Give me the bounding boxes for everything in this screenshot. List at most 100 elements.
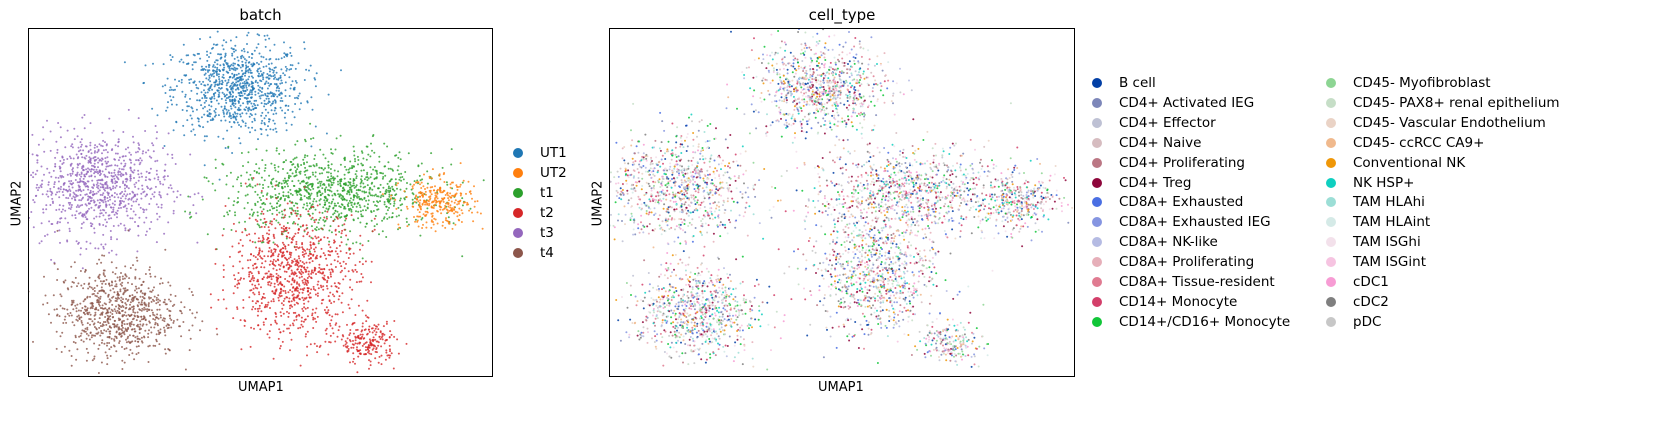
scatter-point bbox=[108, 325, 111, 328]
scatter-point bbox=[66, 129, 69, 132]
scatter-point bbox=[119, 200, 122, 202]
scatter-point bbox=[238, 97, 241, 100]
scatter-point bbox=[123, 291, 126, 294]
scatter-point bbox=[134, 276, 137, 279]
scatter-point bbox=[354, 160, 357, 163]
scatter-point bbox=[353, 150, 356, 153]
scatter-point bbox=[273, 43, 276, 46]
scatter-point bbox=[400, 179, 403, 182]
scatter-point bbox=[270, 196, 272, 199]
scatter-point bbox=[305, 333, 307, 336]
scatter-point bbox=[121, 281, 124, 284]
scatter-point bbox=[255, 148, 258, 151]
scatter-point bbox=[302, 248, 305, 251]
scatter-point bbox=[451, 227, 454, 230]
scatter-point bbox=[352, 219, 355, 222]
scatter-point bbox=[113, 213, 116, 216]
scatter-point bbox=[234, 214, 237, 217]
scatter-point bbox=[80, 227, 83, 229]
scatter-point bbox=[349, 178, 352, 180]
scatter-point bbox=[93, 326, 96, 328]
scatter-point bbox=[169, 284, 172, 287]
scatter-point bbox=[318, 218, 321, 221]
scatter-point bbox=[260, 128, 263, 131]
scatter-point bbox=[304, 279, 307, 282]
scatter-point bbox=[112, 206, 115, 209]
scatter-point bbox=[164, 163, 167, 166]
scatter-point bbox=[346, 192, 348, 195]
scatter-point bbox=[288, 215, 291, 218]
scatter-point bbox=[314, 171, 317, 174]
scatter-point bbox=[108, 348, 111, 351]
scatter-point bbox=[234, 49, 237, 52]
scatter-point bbox=[303, 47, 306, 50]
scatter-point bbox=[148, 329, 150, 332]
scatter-point bbox=[265, 317, 267, 320]
scatter-point bbox=[100, 361, 103, 364]
scatter-point bbox=[373, 217, 376, 220]
scatter-point bbox=[330, 172, 332, 175]
scatter-point bbox=[214, 248, 217, 251]
scatter-point bbox=[236, 197, 239, 199]
scatter-point bbox=[242, 78, 244, 81]
scatter-point bbox=[236, 283, 239, 286]
scatter-point bbox=[393, 189, 396, 192]
scatter-point bbox=[327, 253, 330, 256]
scatter-point bbox=[205, 99, 208, 102]
scatter-point bbox=[304, 138, 306, 141]
scatter-point bbox=[309, 188, 312, 191]
scatter-point bbox=[272, 75, 275, 78]
scatter-point bbox=[101, 178, 104, 181]
scatter-point bbox=[350, 167, 353, 170]
scatter-point bbox=[128, 277, 131, 280]
scatter-point bbox=[379, 171, 382, 174]
scatter-point bbox=[283, 52, 286, 55]
scatter-point bbox=[180, 301, 183, 304]
scatter-point bbox=[307, 270, 310, 273]
scatter-point bbox=[285, 237, 288, 240]
scatter-point bbox=[399, 199, 401, 202]
scatter-point bbox=[248, 56, 251, 58]
scatter-point bbox=[284, 198, 286, 200]
scatter-point bbox=[111, 178, 114, 181]
scatter-point bbox=[283, 149, 285, 152]
scatter-point bbox=[118, 311, 121, 313]
scatter-point bbox=[247, 178, 250, 181]
scatter-point bbox=[330, 181, 333, 184]
scatter-point bbox=[276, 244, 278, 247]
scatter-point bbox=[286, 55, 288, 58]
scatter-point bbox=[168, 89, 171, 92]
scatter-point bbox=[284, 247, 287, 250]
scatter-point bbox=[301, 291, 304, 294]
scatter-point bbox=[73, 324, 76, 327]
scatter-point bbox=[93, 231, 96, 234]
scatter-point bbox=[84, 175, 87, 178]
scatter-point bbox=[156, 313, 159, 316]
scatter-point bbox=[219, 64, 222, 67]
scatter-point bbox=[172, 96, 175, 99]
scatter-point bbox=[109, 318, 112, 321]
scatter-point bbox=[367, 240, 370, 242]
scatter-point bbox=[212, 92, 215, 95]
scatter-point bbox=[331, 200, 334, 203]
scatter-point bbox=[150, 197, 152, 200]
scatter-point bbox=[107, 294, 110, 297]
scatter-point bbox=[282, 225, 285, 228]
scatter-point bbox=[377, 328, 380, 331]
scatter-point bbox=[74, 341, 77, 344]
scatter-point bbox=[93, 227, 96, 230]
scatter-point bbox=[262, 76, 265, 79]
scatter-point bbox=[124, 327, 127, 330]
scatter-point bbox=[375, 325, 377, 328]
scatter-point bbox=[306, 287, 309, 289]
scatter-point bbox=[81, 156, 84, 159]
scatter-point bbox=[111, 175, 114, 178]
scatter-point bbox=[262, 292, 265, 295]
scatter-point bbox=[379, 330, 382, 333]
scatter-point bbox=[277, 170, 280, 173]
scatter-point bbox=[87, 167, 89, 170]
scatter-point bbox=[93, 162, 96, 165]
scatter-point bbox=[101, 339, 104, 342]
scatter-point bbox=[100, 243, 103, 246]
scatter-point bbox=[282, 168, 284, 170]
